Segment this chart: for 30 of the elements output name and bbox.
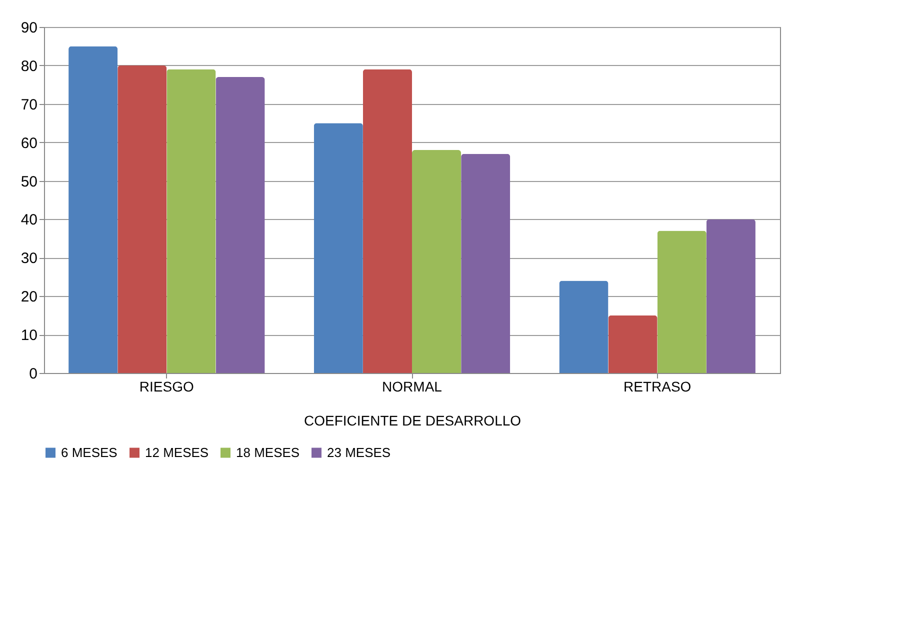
bar: [314, 123, 363, 373]
bar: [559, 280, 608, 373]
y-tick-label: 60: [20, 134, 38, 152]
bar: [362, 69, 412, 373]
y-tick-label: 20: [20, 288, 38, 306]
x-tick-label: NORMAL: [382, 378, 442, 394]
x-tick-label: RIESGO: [139, 378, 194, 394]
bar: [68, 46, 118, 373]
x-axis-title: COEFICIENTE DE DESARROLLO: [304, 412, 522, 428]
y-tick-label: 50: [20, 173, 38, 190]
y-tick-label: 40: [20, 212, 38, 229]
bar: [608, 315, 658, 373]
bar: [216, 76, 265, 373]
y-tick-label: 0: [29, 366, 38, 382]
y-tick-label: 70: [20, 96, 38, 114]
y-tick-label: 10: [20, 327, 38, 344]
y-tick-label: 30: [20, 250, 38, 268]
y-tick-label: 90: [20, 20, 38, 36]
bar: [461, 154, 510, 373]
y-tick-label: 80: [20, 58, 38, 75]
bar: [412, 150, 462, 373]
legend-label: 6 MESES: [61, 444, 118, 460]
bar: [657, 230, 706, 373]
bar: [118, 65, 167, 373]
x-tick-label: RETRASO: [623, 378, 692, 394]
bar: [706, 219, 756, 373]
legend-label: 18 MESES: [236, 444, 300, 460]
legend-label: 12 MESES: [145, 444, 209, 460]
legend-label: 23 MESES: [327, 444, 391, 460]
bar: [166, 69, 216, 373]
